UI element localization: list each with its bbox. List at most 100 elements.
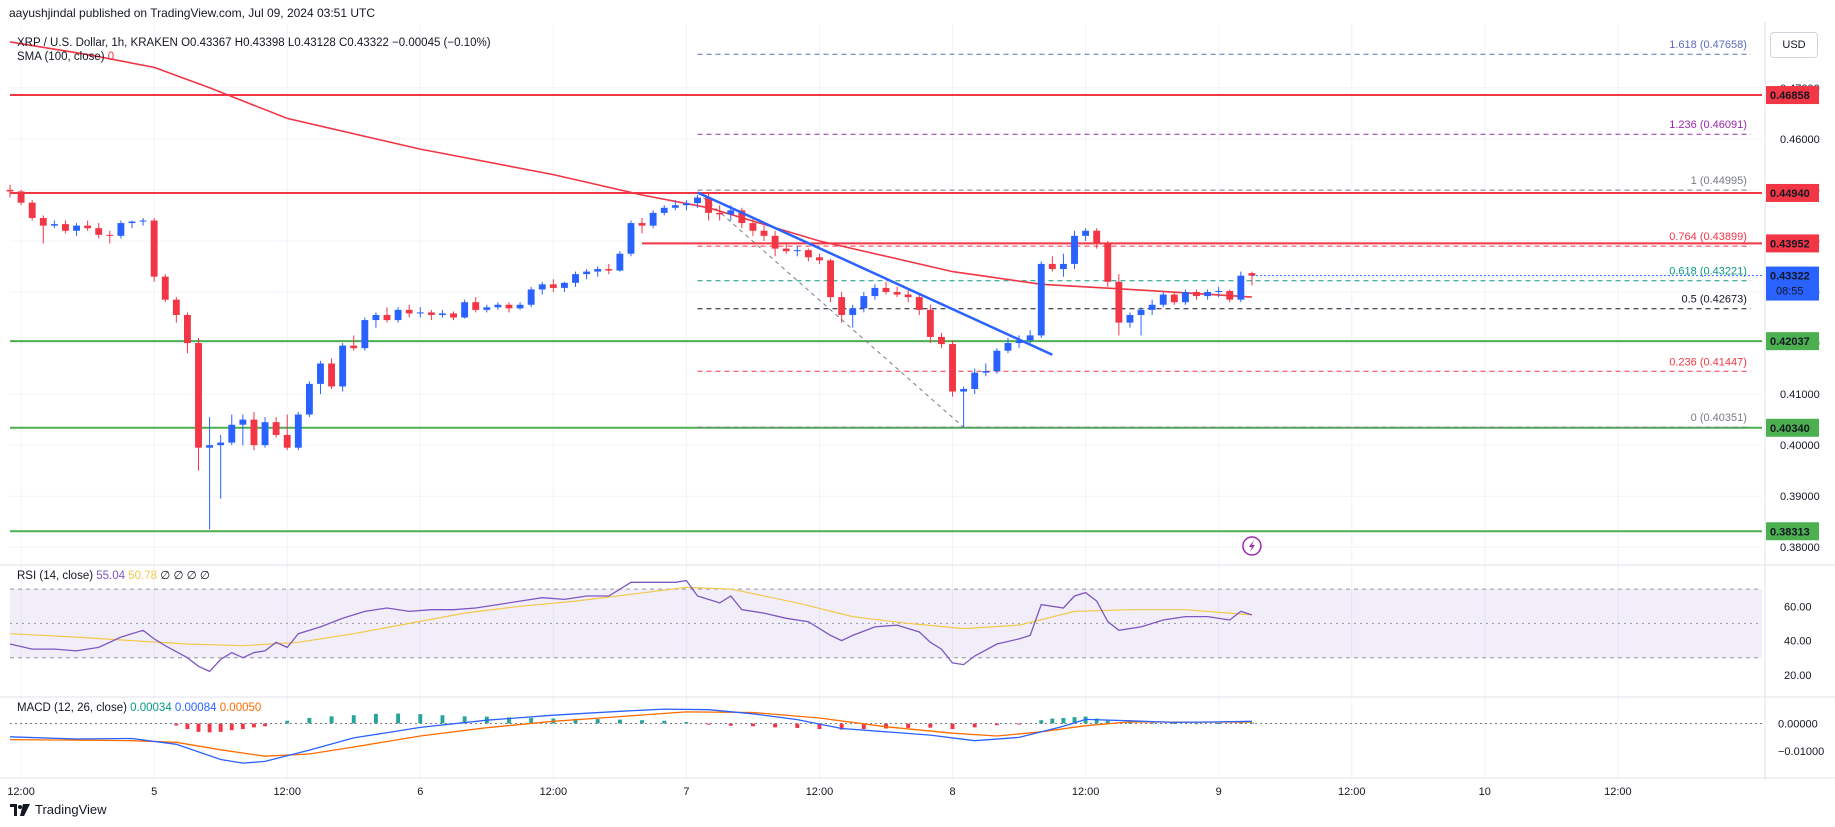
candle (106, 230, 114, 244)
candle (383, 307, 391, 323)
macd-legend: MACD (12, 26, close) 0.00034 0.00084 0.0… (17, 702, 261, 714)
macd-histogram-bar (263, 723, 267, 727)
candle-body (915, 297, 923, 310)
candle-body (106, 234, 114, 236)
candle (261, 417, 269, 448)
candle-body (960, 388, 968, 392)
candle (583, 269, 591, 280)
macd-histogram-bar (684, 722, 689, 724)
candle-body (982, 371, 990, 373)
price-tick-label: 0.38000 (1780, 542, 1820, 554)
macd-histogram-bar (773, 723, 778, 728)
macd-histogram-bar (994, 723, 999, 726)
candle (161, 274, 169, 303)
price-tick-label: 0.41000 (1780, 389, 1820, 401)
candle-body (117, 223, 125, 236)
lightning-icon[interactable] (1242, 536, 1262, 556)
candle (1215, 286, 1223, 298)
macd-histogram-bar (185, 723, 190, 730)
candle-body (671, 205, 679, 208)
price-tick-label: 0.46000 (1780, 134, 1820, 146)
rsi-label: RSI (14, close) (17, 570, 94, 582)
time-tick-label: 12:00 (7, 786, 35, 798)
candle-body (372, 314, 380, 321)
candle (416, 307, 424, 318)
candle (827, 258, 834, 303)
rsi-extra: ∅ ∅ ∅ ∅ (160, 570, 210, 582)
candle-body (793, 250, 801, 252)
macd-histogram-bar (1128, 721, 1132, 724)
candle (938, 332, 945, 349)
candle (771, 230, 779, 257)
candle (993, 348, 1001, 374)
candle (305, 381, 313, 418)
candle (405, 304, 413, 318)
sma-value: 0 (107, 51, 115, 63)
horizontal-levels (10, 94, 1762, 533)
fib-level-label: 0.764 (0.43899) (1669, 231, 1747, 243)
candle (1037, 261, 1045, 338)
candle (804, 248, 812, 262)
candle-body (1004, 343, 1012, 351)
macd-tick-label: −0.01000 (1778, 746, 1824, 758)
candle-body (1093, 230, 1101, 244)
candle-body (771, 235, 779, 249)
candle (62, 220, 69, 234)
fib-level-label: 0.5 (0.42673) (1681, 294, 1746, 306)
candle (949, 340, 956, 397)
candle (1059, 253, 1067, 277)
macd-histogram-bar (573, 718, 578, 724)
candle-body (938, 336, 945, 345)
candle-body (660, 207, 668, 213)
brand-name: TradingView (35, 802, 107, 817)
candle (1193, 289, 1200, 300)
candle (427, 309, 435, 321)
macd-label: MACD (12, 26, close) (17, 702, 127, 714)
last-price-text: 0.43322 (1770, 271, 1810, 283)
rsi-value: 55.04 (96, 570, 126, 582)
rsi-legend: RSI (14, close) 55.04 50.78 ∅ ∅ ∅ ∅ (17, 568, 210, 582)
candle (372, 312, 380, 328)
candle-body (1015, 340, 1023, 344)
macd-histogram-bar (1017, 723, 1022, 725)
candle (1004, 337, 1012, 354)
rsi-ma-line (9, 586, 1252, 647)
candle (1082, 228, 1090, 241)
candle (50, 220, 58, 229)
candle (228, 414, 236, 446)
macd-histogram-bar (1061, 717, 1066, 724)
candle-body (183, 314, 191, 344)
candle (317, 360, 324, 395)
candle (328, 358, 336, 389)
candle-body (339, 345, 347, 387)
level-price-tag (1766, 234, 1819, 253)
candle-body (494, 304, 502, 308)
currency-button[interactable]: USD (1770, 32, 1818, 58)
candle-body (195, 343, 202, 448)
macd-histogram-bar (440, 715, 445, 724)
macd-tick-label: 0.00000 (1778, 719, 1818, 731)
candle-body (1237, 275, 1245, 300)
level-price-text: 0.40340 (1770, 423, 1810, 435)
candle-body (1026, 335, 1034, 341)
time-tick-label: 5 (151, 786, 157, 798)
macd-line-value: 0.00084 (174, 702, 217, 714)
candle-body (272, 422, 280, 435)
candle (150, 217, 158, 282)
sma-100-line (9, 41, 1252, 298)
tradingview-brand[interactable]: TradingView (10, 802, 107, 817)
macd-histogram-bar (1094, 718, 1099, 724)
candle-body (206, 445, 214, 448)
candle-body (860, 296, 868, 309)
macd-lines (9, 708, 1762, 764)
candle (1148, 299, 1156, 315)
macd-histogram-bar (418, 714, 423, 724)
candle-body (450, 313, 457, 318)
candle (782, 243, 790, 254)
candle-body (28, 202, 36, 218)
candle-body (816, 257, 823, 261)
time-tick-label: 9 (1216, 786, 1222, 798)
macd-histogram-bar (1216, 722, 1221, 724)
candle-body (416, 312, 424, 314)
